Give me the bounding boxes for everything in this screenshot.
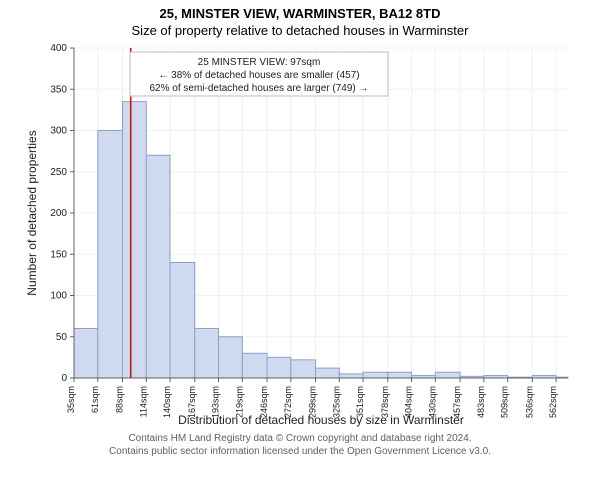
- x-tick-label: 35sqm: [66, 386, 76, 413]
- y-axis-label: Number of detached properties: [25, 130, 39, 295]
- callout-line3: 62% of semi-detached houses are larger (…: [149, 83, 368, 94]
- histogram-bar: [435, 372, 460, 378]
- histogram-bar: [267, 357, 291, 378]
- histogram-bar: [339, 374, 363, 378]
- title-subtitle: Size of property relative to detached ho…: [0, 23, 600, 38]
- x-tick-label: 562sqm: [548, 386, 558, 418]
- x-tick-label: 140sqm: [162, 386, 172, 418]
- x-tick-label: 483sqm: [476, 386, 486, 418]
- callout-line2: ← 38% of detached houses are smaller (45…: [158, 70, 359, 81]
- histogram-bar: [316, 368, 340, 378]
- x-tick-label: 114sqm: [138, 386, 148, 417]
- histogram-bar: [98, 131, 123, 379]
- svg-text:100: 100: [50, 291, 67, 302]
- histogram-bar: [291, 360, 316, 378]
- footnote-line2: Contains public sector information licen…: [0, 445, 600, 458]
- chart-container: 0 50 100 150 200 250 300 350 400 35sqm 61sqm 88sqm 1…: [0, 38, 600, 428]
- histogram-bar: [242, 353, 267, 378]
- x-axis-label: Distribution of detached houses by size …: [178, 413, 464, 427]
- footnote-line1: Contains HM Land Registry data © Crown c…: [0, 432, 600, 445]
- histogram-bar: [363, 372, 388, 378]
- svg-text:350: 350: [50, 84, 67, 95]
- svg-text:400: 400: [50, 43, 67, 54]
- histogram-bar: [388, 372, 412, 378]
- svg-text:150: 150: [50, 249, 67, 260]
- histogram-bar: [146, 155, 170, 378]
- x-tick-label: 61sqm: [90, 386, 100, 413]
- title-address: 25, MINSTER VIEW, WARMINSTER, BA12 8TD: [0, 6, 600, 21]
- svg-text:200: 200: [50, 208, 67, 219]
- histogram-bar: [170, 263, 195, 379]
- x-tick-label: 536sqm: [524, 386, 534, 418]
- svg-text:250: 250: [50, 167, 67, 178]
- chart-titles: 25, MINSTER VIEW, WARMINSTER, BA12 8TD S…: [0, 6, 600, 38]
- callout-title: 25 MINSTER VIEW: 97sqm: [198, 57, 321, 68]
- x-tick-label: 88sqm: [114, 386, 124, 413]
- footnote: Contains HM Land Registry data © Crown c…: [0, 432, 600, 458]
- histogram-bar: [195, 329, 219, 379]
- svg-text:0: 0: [61, 373, 67, 384]
- svg-text:300: 300: [50, 126, 67, 137]
- histogram-bar: [122, 102, 146, 378]
- svg-text:50: 50: [56, 332, 68, 343]
- histogram-bar: [74, 329, 98, 379]
- histogram-chart: 0 50 100 150 200 250 300 350 400 35sqm 61sqm 88sqm 1…: [20, 38, 580, 428]
- x-tick-label: 509sqm: [500, 386, 510, 418]
- histogram-bar: [219, 337, 243, 378]
